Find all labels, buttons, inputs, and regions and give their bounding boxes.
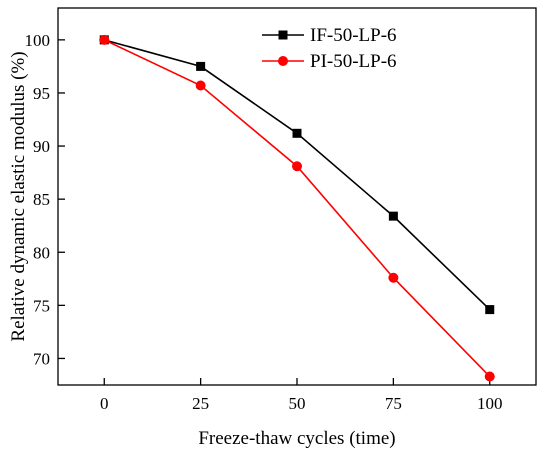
data-point bbox=[292, 161, 302, 172]
y-tick-label: 85 bbox=[33, 190, 50, 209]
legend: IF-50-LP-6 PI-50-LP-6 bbox=[262, 25, 397, 72]
legend-item: PI-50-LP-6 bbox=[262, 51, 397, 72]
legend-label: PI-50-LP-6 bbox=[310, 51, 397, 72]
x-tick-label: 0 bbox=[100, 394, 109, 413]
y-tick-label: 75 bbox=[33, 296, 50, 315]
data-point bbox=[292, 128, 302, 138]
data-point bbox=[388, 211, 398, 221]
axes: 0 25 50 75 100 70 75 80 85 90 95 100 bbox=[25, 7, 537, 413]
data-point bbox=[99, 34, 110, 45]
y-tick-label: 95 bbox=[33, 84, 50, 103]
x-tick-label: 25 bbox=[192, 394, 209, 413]
series-PI-50-LP-6 bbox=[99, 34, 495, 382]
series-line bbox=[103, 39, 491, 378]
data-point bbox=[485, 305, 495, 315]
y-tick-label: 100 bbox=[25, 31, 51, 50]
y-tick-label: 80 bbox=[33, 243, 50, 262]
plot-frame bbox=[57, 7, 537, 386]
data-point bbox=[195, 80, 206, 91]
data-point bbox=[388, 272, 399, 283]
y-axis-title: Relative dynamic elastic modulus (%) bbox=[8, 51, 29, 341]
x-tick-label: 75 bbox=[385, 394, 402, 413]
x-tick-label: 50 bbox=[289, 394, 306, 413]
legend-item: IF-50-LP-6 bbox=[262, 25, 397, 46]
x-axis-title: Freeze-thaw cycles (time) bbox=[198, 428, 395, 449]
data-point bbox=[196, 61, 206, 71]
y-tick-label: 90 bbox=[33, 137, 50, 156]
legend-marker bbox=[278, 30, 288, 40]
series-layer bbox=[99, 34, 495, 382]
series-line bbox=[104, 39, 491, 311]
data-point bbox=[484, 371, 495, 382]
legend-label: IF-50-LP-6 bbox=[310, 25, 397, 46]
y-tick-label: 70 bbox=[33, 349, 50, 368]
x-tick-label: 100 bbox=[477, 394, 503, 413]
series-IF-50-LP-6 bbox=[99, 35, 495, 315]
legend-marker bbox=[278, 56, 288, 66]
